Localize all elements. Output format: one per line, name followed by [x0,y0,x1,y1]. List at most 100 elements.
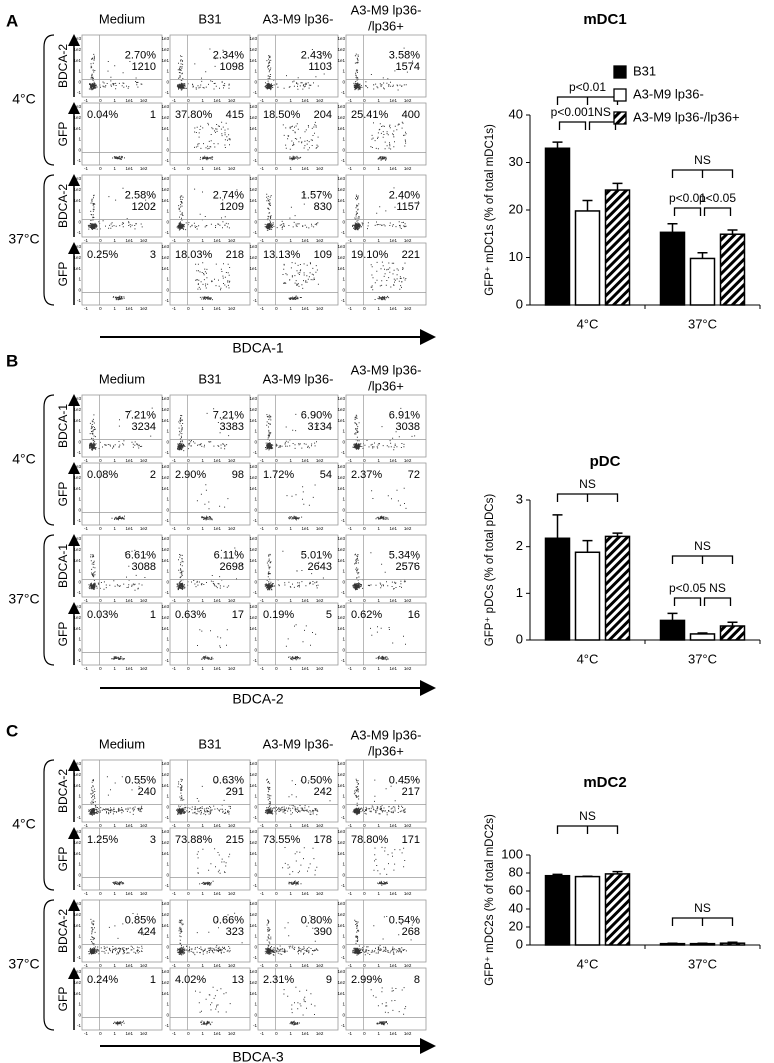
error-bar [697,632,708,634]
column-header: /lp36+ [368,378,404,393]
count: 221 [402,249,420,261]
flow-x-tick: 1e1 [389,166,397,171]
flow-y-tick: -1 [341,815,345,820]
flow-y-tick: 1e2 [337,547,345,552]
flow-y-tick: 1e3 [337,969,345,974]
flow-x-tick: 1e2 [404,526,412,531]
flow-x-tick: 1 [290,963,293,968]
flow-y-tick: 1e1 [249,626,257,631]
flow-y-tick: 1e2 [73,772,81,777]
flow-y-tick: 1e1 [73,58,81,63]
flow-y-tick: 1 [342,69,345,74]
significance-label: NS [694,153,711,167]
count: 830 [314,201,332,213]
flow-y-tick: 1e3 [161,604,169,609]
row-marker: BDCA-2 [56,44,70,88]
events [176,547,243,591]
flow-y-tick: -1 [341,518,345,523]
flow-x-tick: 1e1 [125,963,133,968]
flow-x-tick: 1e1 [125,891,133,896]
flow-y-tick: 0 [78,79,81,84]
flow-y-tick: -1 [165,955,169,960]
column-header: /lp36+ [368,18,404,33]
percentage: 7.21% [213,409,244,421]
panel-label: A [6,11,18,30]
flow-y-tick: 1 [254,1002,257,1007]
flow-x-tick: -1 [172,526,176,531]
flow-x-tick: 1 [378,598,381,603]
flow-x-tick: 0 [275,166,278,171]
events [264,49,331,91]
percentage: 0.62% [351,609,382,621]
flow-x-tick: 0 [99,458,102,463]
flow-y-tick: 1 [342,497,345,502]
flow-y-tick: 1e3 [337,104,345,109]
count: 3 [150,834,156,846]
flow-y-tick: 1e2 [161,980,169,985]
events [352,778,417,816]
flow-y-tick: 0 [254,944,257,949]
error-bar [582,539,593,553]
y-tick-label: 0 [516,936,523,951]
flow-x-tick: 1e1 [213,458,221,463]
flow-y-tick: 0 [166,219,169,224]
flow-x-tick: 0 [363,98,366,103]
flow-y-tick: 1 [78,277,81,282]
y-tick-label: 0 [516,296,523,311]
count: 240 [138,786,156,798]
percentage: 2.37% [351,469,382,481]
flow-y-tick: 1e2 [73,255,81,260]
flow-y-tick: 1e3 [161,464,169,469]
flow-x-tick: 1e1 [389,891,397,896]
percentage: 0.50% [301,774,332,786]
flow-x-tick: 1 [378,1031,381,1036]
flow-y-tick: 1e3 [161,396,169,401]
percentage: 25.41% [351,109,389,121]
percentage: 0.63% [213,774,244,786]
flow-x-tick: 1 [290,238,293,243]
flow-x-tick: 1e1 [125,238,133,243]
flow-x-tick: 1e1 [125,166,133,171]
x-tick-label: 37°C [688,316,717,331]
flow-x-tick: 1 [114,526,117,531]
events [88,53,146,91]
flow-x-tick: 1 [202,823,205,828]
group-bracket [43,394,55,526]
flow-y-tick: 0 [254,79,257,84]
flow-y-tick: 1e1 [337,558,345,563]
flow-y-tick: 1e3 [249,104,257,109]
group-bracket [43,174,55,306]
flow-y-tick: -1 [165,1023,169,1028]
flow-y-tick: 1e1 [337,783,345,788]
flow-x-tick: 1e1 [213,526,221,531]
flow-x-tick: 0 [275,963,278,968]
flow-y-tick: -1 [341,1023,345,1028]
flow-x-tick: 0 [275,98,278,103]
flow-y-tick: 0 [166,647,169,652]
significance-label: NS [579,477,596,491]
x-tick-label: 4°C [577,316,599,331]
events [113,1020,125,1026]
flow-x-tick: 0 [363,458,366,463]
column-header: A3-M9 lp36- [351,727,422,742]
flow-plot [81,967,163,1031]
flow-x-tick: 0 [363,1031,366,1036]
flow-x-tick: -1 [260,823,264,828]
flow-y-tick: 1e1 [337,923,345,928]
flow-x-tick: 1e1 [213,823,221,828]
flow-y-tick: 1e3 [249,464,257,469]
flow-x-tick: 1 [290,823,293,828]
flow-y-tick: -1 [165,298,169,303]
flow-y-tick: 0 [342,872,345,877]
flow-y-tick: 1e2 [161,255,169,260]
flow-y-tick: -1 [341,883,345,888]
flow-x-tick: 1 [378,458,381,463]
flow-y-tick: 1e2 [337,47,345,52]
flow-y-tick: 0 [254,507,257,512]
y-tick-label: 2 [516,538,523,553]
y-tick-label: 20 [509,918,523,933]
percentage: 0.63% [175,609,206,621]
significance-bracket [703,597,732,606]
flow-y-tick: 1e2 [337,187,345,192]
flow-x-tick: 1e2 [140,526,148,531]
